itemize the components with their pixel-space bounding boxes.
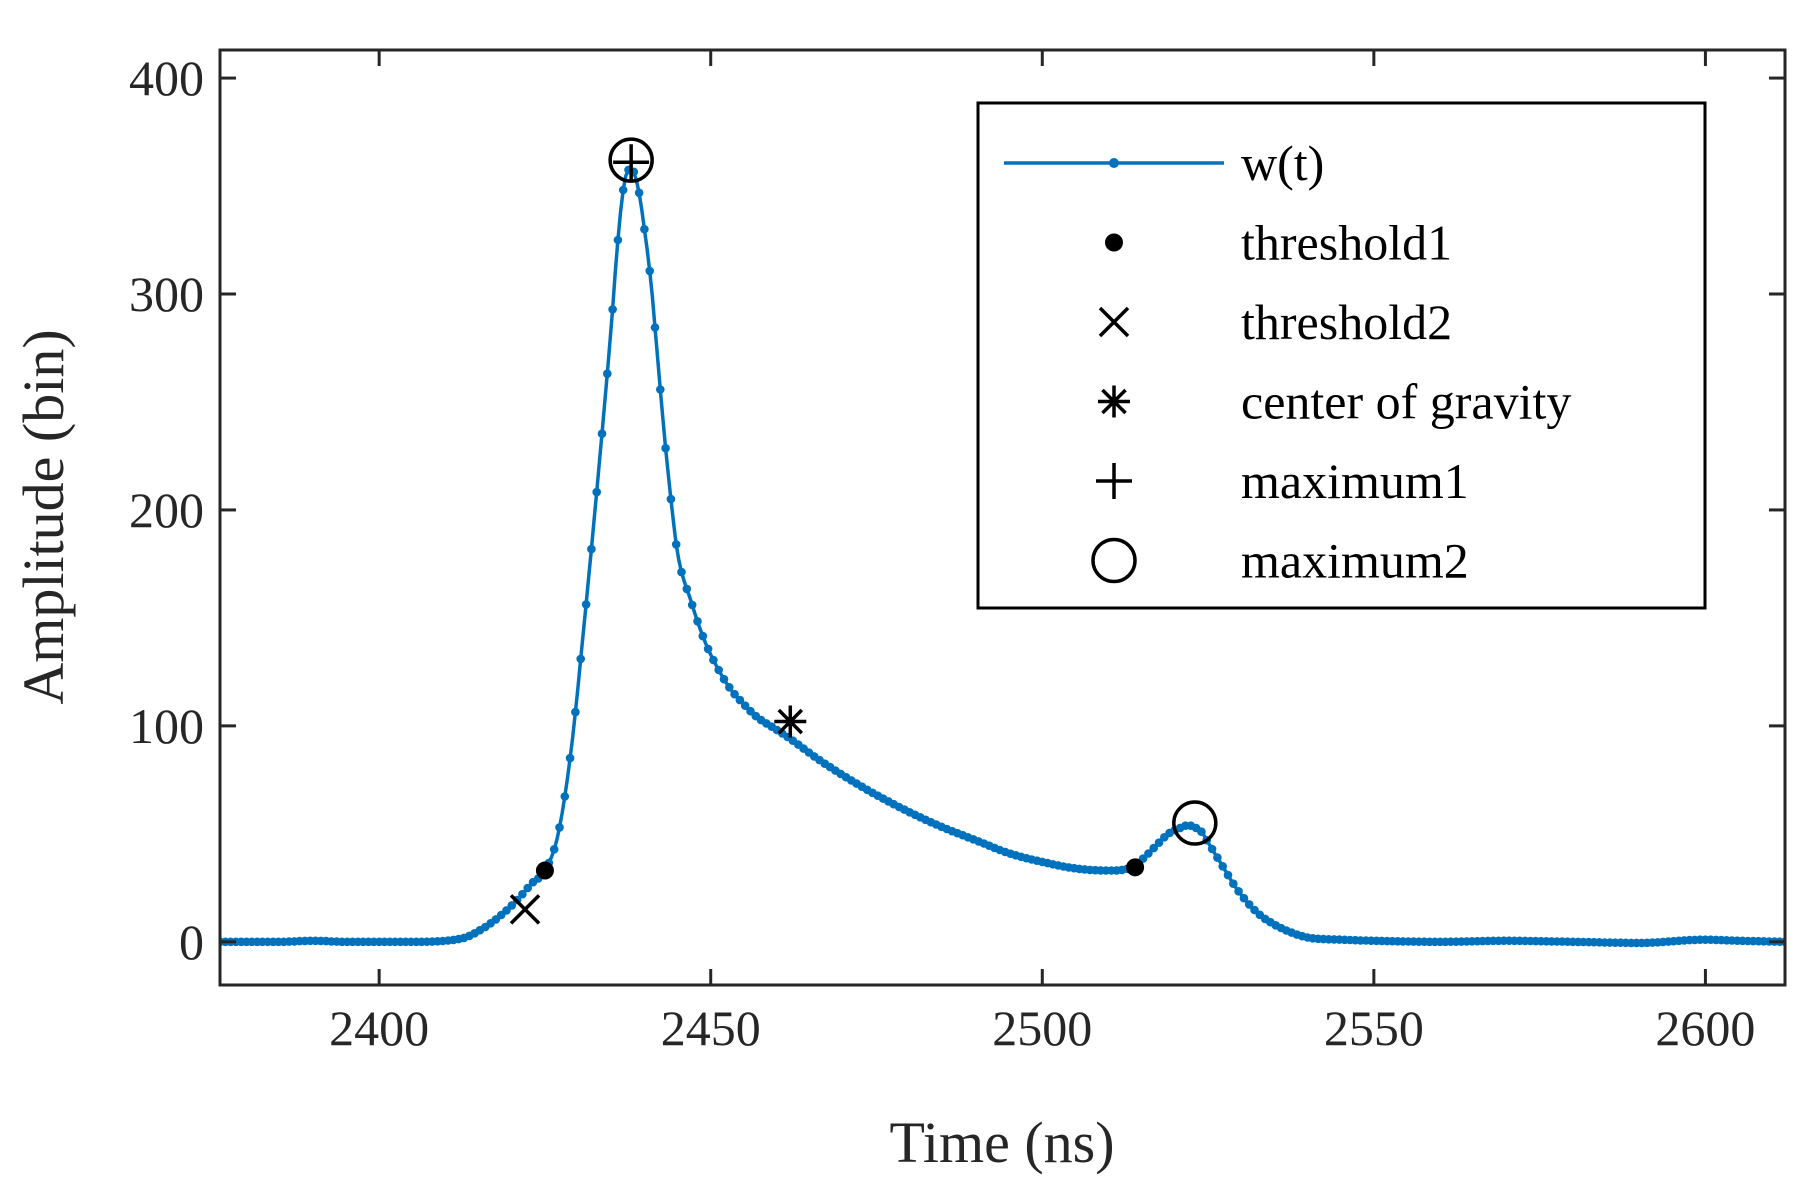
legend-box	[976, 101, 1707, 610]
legend-symbol	[1091, 537, 1137, 584]
legend-entry: center of gravity	[1098, 374, 1571, 430]
data-point	[1213, 853, 1222, 862]
data-point	[1154, 838, 1164, 847]
maximum2-marker	[1172, 800, 1218, 846]
data-point	[1149, 843, 1158, 853]
data-point	[709, 655, 718, 665]
maximum1-marker	[613, 144, 650, 181]
data-point	[730, 689, 739, 699]
data-point	[1207, 844, 1217, 854]
data-point	[523, 883, 532, 893]
data-point	[560, 792, 570, 801]
legend-entry: threshold2	[1098, 294, 1452, 350]
data-point	[1144, 849, 1153, 858]
legend-label: maximum1	[1241, 453, 1469, 509]
data-point	[549, 845, 559, 854]
data-point	[666, 494, 676, 504]
x-tick-label: 2500	[992, 1000, 1092, 1056]
data-point	[618, 185, 628, 195]
legend-symbol	[1098, 385, 1130, 418]
legend-label: maximum2	[1241, 533, 1469, 589]
data-point	[587, 544, 596, 554]
legend-label: center of gravity	[1241, 374, 1571, 430]
y-tick-label: 300	[129, 266, 204, 322]
data-point	[698, 631, 708, 641]
data-point	[1197, 827, 1206, 836]
data-point	[661, 443, 670, 453]
data-point	[592, 487, 601, 497]
legend-label: threshold1	[1241, 215, 1452, 271]
y-tick-label: 100	[129, 698, 204, 754]
data-point	[740, 701, 750, 710]
data-point	[677, 567, 686, 577]
data-point	[656, 385, 665, 394]
series-group	[220, 137, 1785, 948]
legend-symbol	[1105, 233, 1123, 252]
data-point	[555, 823, 564, 832]
legend-entry: w(t)	[1004, 135, 1324, 191]
axis-layer: 2400 2450 2500 2550 2600 0 100 200 300 400	[129, 50, 1785, 1056]
legend-entry: maximum1	[1096, 453, 1469, 509]
data-point	[671, 540, 681, 549]
x-tick-label: 2400	[329, 1000, 429, 1056]
x-tick-label: 2450	[661, 1000, 761, 1056]
threshold1-marker	[1126, 858, 1145, 877]
maximum2-marker	[608, 137, 654, 183]
data-point	[576, 654, 585, 664]
plot-frame	[218, 48, 1787, 987]
data-point	[1239, 893, 1249, 903]
data-point	[1244, 900, 1254, 909]
x-tick-label: 2550	[1324, 1000, 1424, 1056]
data-point	[597, 429, 607, 439]
legend-label: w(t)	[1241, 135, 1324, 191]
y-axis-title: Amplitude (bin)	[11, 329, 76, 704]
legend-dot	[1109, 158, 1119, 168]
data-point	[1234, 887, 1243, 896]
legend-entry: threshold1	[1105, 215, 1452, 271]
data-point	[682, 584, 692, 594]
legend-symbol	[1098, 306, 1130, 338]
data-point	[703, 644, 713, 654]
data-point	[608, 305, 617, 314]
data-point	[581, 600, 591, 609]
data-point	[725, 683, 734, 692]
data-point	[634, 188, 644, 198]
x-axis-title: Time (ns)	[889, 1110, 1114, 1175]
threshold1-marker	[535, 861, 554, 880]
data-point	[714, 665, 723, 675]
data-point	[650, 323, 660, 332]
data-point	[1223, 870, 1233, 880]
legend: w(t) threshold1 threshold2 center of gravit…	[976, 101, 1707, 610]
y-tick-label: 400	[129, 50, 204, 106]
y-tick-label: 0	[179, 914, 204, 970]
data-point	[613, 235, 623, 245]
data-layer	[220, 137, 1785, 948]
center-of-gravity-marker	[774, 705, 807, 738]
data-point	[719, 674, 729, 684]
legend-symbol	[1096, 463, 1132, 499]
data-point	[518, 889, 527, 899]
data-point	[1218, 862, 1227, 871]
data-point	[571, 707, 580, 717]
y-tick-label: 200	[129, 482, 204, 538]
data-point	[645, 266, 654, 276]
x-tick-label: 2600	[1655, 1000, 1755, 1056]
data-point	[687, 600, 697, 610]
data-point	[1229, 879, 1238, 888]
data-point	[507, 901, 517, 910]
legend-label: threshold2	[1241, 294, 1452, 350]
data-point	[735, 695, 745, 705]
legend-entry: maximum2	[1091, 533, 1469, 589]
threshold2-marker	[509, 894, 541, 925]
data-point	[565, 753, 575, 763]
data-point	[603, 369, 612, 379]
data-point	[693, 617, 702, 626]
data-point	[640, 224, 649, 234]
